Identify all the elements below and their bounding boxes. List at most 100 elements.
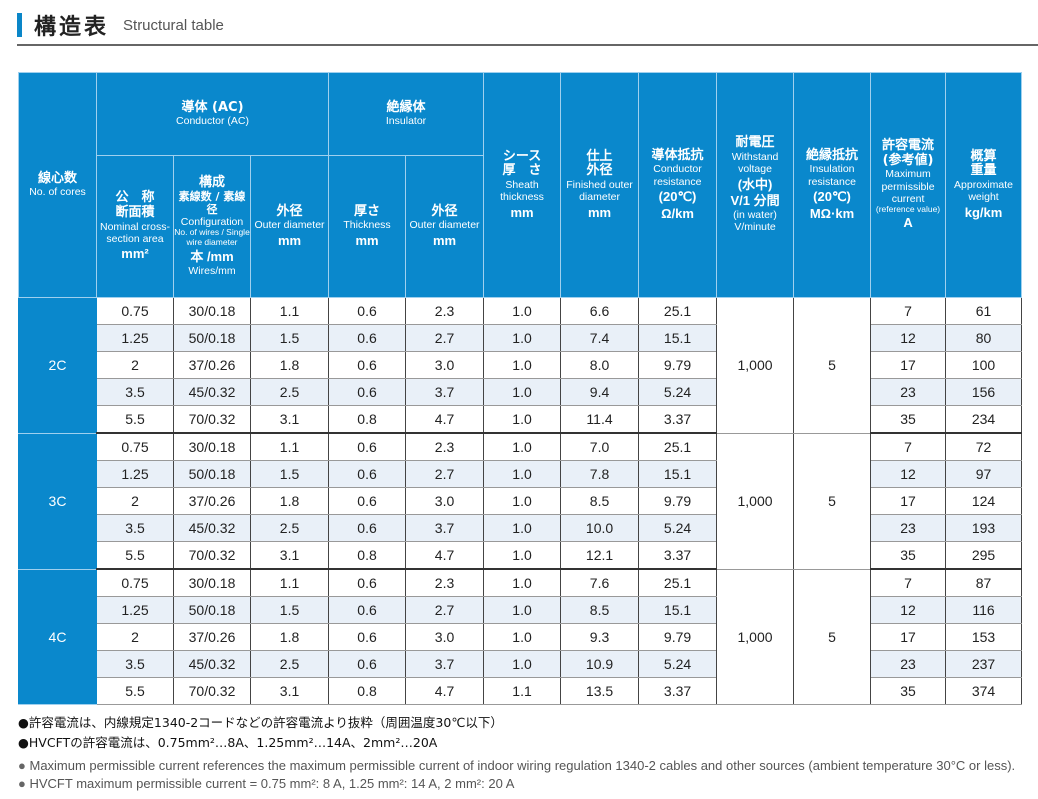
permissible-current-cell: 35 [870,541,947,570]
table-row: 2 37/0.26 1.8 0.6 3.0 1.0 8.0 9.79 17 100 [19,351,1023,379]
nominal-area-cell: 1.25 [96,460,174,488]
finished-od-cell: 7.0 [560,433,640,461]
table-row: 2 37/0.26 1.8 0.6 3.0 1.0 9.3 9.79 17 153 [19,623,1023,651]
permissible-current-cell: 23 [870,514,947,542]
conductor-od-cell: 1.8 [249,351,330,379]
conductor-resistance-cell: 9.79 [638,351,718,379]
insulator-od-cell: 4.7 [405,405,485,434]
weight-cell: 124 [945,487,1023,515]
title-accent-bar [17,13,22,37]
finished-od-cell: 6.6 [560,297,640,325]
insulator-od-cell: 2.3 [405,297,485,325]
insulator-thickness-cell: 0.6 [328,460,407,488]
nominal-area-cell: 0.75 [96,433,174,461]
withstand-voltage-cell: 1,000 [716,433,795,570]
withstand-voltage-cell: 1,000 [716,297,795,434]
weight-cell: 237 [945,650,1023,678]
conductor-resistance-cell: 3.37 [638,677,718,705]
table-row: 1.25 50/0.18 1.5 0.6 2.7 1.0 7.8 15.1 12 97 [19,460,1023,488]
finished-od-cell: 9.3 [560,623,640,651]
insulator-od-cell: 4.7 [405,541,485,570]
sheath-thickness-cell: 1.1 [483,677,562,705]
header-nominal-area: 公 称断面積 Nominal cross-section area mm² [96,155,174,298]
permissible-current-cell: 23 [870,378,947,406]
conductor-od-cell: 1.8 [249,487,330,515]
sheath-thickness-cell: 1.0 [483,569,562,597]
conductor-resistance-cell: 25.1 [638,569,718,597]
permissible-current-cell: 12 [870,460,947,488]
insulator-thickness-cell: 0.6 [328,650,407,678]
configuration-cell: 37/0.26 [173,351,251,379]
sheath-thickness-cell: 1.0 [483,324,562,352]
configuration-cell: 50/0.18 [173,460,251,488]
header-insulator: 絶縁体 Insulator [328,72,485,156]
withstand-voltage-cell: 1,000 [716,569,795,705]
weight-cell: 234 [945,405,1023,434]
finished-od-cell: 12.1 [560,541,640,570]
conductor-od-cell: 2.5 [249,514,330,542]
conductor-od-cell: 2.5 [249,650,330,678]
insulator-thickness-cell: 0.6 [328,514,407,542]
insulator-thickness-cell: 0.6 [328,433,407,461]
insulator-od-cell: 2.7 [405,460,485,488]
sheath-thickness-cell: 1.0 [483,514,562,542]
weight-cell: 156 [945,378,1023,406]
core-count-cell: 3C [18,432,97,570]
conductor-od-cell: 1.8 [249,623,330,651]
finished-od-cell: 10.0 [560,514,640,542]
header-finished-od: 仕上 外径 Finished outer diameter mm [560,72,640,298]
finished-od-cell: 7.8 [560,460,640,488]
sheath-thickness-cell: 1.0 [483,405,562,434]
insulator-od-cell: 2.7 [405,324,485,352]
conductor-resistance-cell: 25.1 [638,433,718,461]
permissible-current-cell: 35 [870,405,947,434]
finished-od-cell: 8.5 [560,487,640,515]
configuration-cell: 30/0.18 [173,569,251,597]
nominal-area-cell: 3.5 [96,650,174,678]
header-weight: 概算 重量 Approximate weight kg/km [945,72,1023,298]
conductor-od-cell: 1.1 [249,297,330,325]
nominal-area-cell: 3.5 [96,378,174,406]
insulator-thickness-cell: 0.6 [328,623,407,651]
nominal-area-cell: 3.5 [96,514,174,542]
insulator-thickness-cell: 0.6 [328,487,407,515]
table-row: 1.25 50/0.18 1.5 0.6 2.7 1.0 8.5 15.1 12 116 [19,596,1023,624]
header-conductor-resistance: 導体抵抗 Conductor resistance (20℃) Ω/km [638,72,718,298]
insulator-od-cell: 3.7 [405,650,485,678]
sheath-thickness-cell: 1.0 [483,460,562,488]
sheath-thickness-cell: 1.0 [483,433,562,461]
header-configuration: 構成 素線数 / 素線径 Configuration No. of wires / S… [173,155,251,298]
permissible-current-cell: 12 [870,324,947,352]
conductor-resistance-cell: 9.79 [638,623,718,651]
structural-table: 線心数 No. of cores 導体 (AC) Conductor (AC) 絶縁… [18,72,1023,705]
configuration-cell: 50/0.18 [173,324,251,352]
conductor-resistance-cell: 15.1 [638,596,718,624]
permissible-current-cell: 17 [870,351,947,379]
sheath-thickness-cell: 1.0 [483,351,562,379]
nominal-area-cell: 1.25 [96,324,174,352]
nominal-area-cell: 5.5 [96,405,174,434]
conductor-od-cell: 1.5 [249,596,330,624]
configuration-cell: 45/0.32 [173,650,251,678]
permissible-current-cell: 12 [870,596,947,624]
insulator-od-cell: 3.7 [405,378,485,406]
conductor-resistance-cell: 15.1 [638,324,718,352]
configuration-cell: 30/0.18 [173,297,251,325]
finished-od-cell: 10.9 [560,650,640,678]
conductor-od-cell: 1.5 [249,324,330,352]
permissible-current-cell: 7 [870,569,947,597]
weight-cell: 61 [945,297,1023,325]
conductor-od-cell: 1.5 [249,460,330,488]
permissible-current-cell: 23 [870,650,947,678]
nominal-area-cell: 0.75 [96,569,174,597]
weight-cell: 374 [945,677,1023,705]
title-divider [17,44,1038,46]
permissible-current-cell: 7 [870,433,947,461]
nominal-area-cell: 1.25 [96,596,174,624]
finished-od-cell: 7.4 [560,324,640,352]
conductor-resistance-cell: 5.24 [638,514,718,542]
finished-od-cell: 9.4 [560,378,640,406]
weight-cell: 72 [945,433,1023,461]
nominal-area-cell: 2 [96,623,174,651]
conductor-od-cell: 1.1 [249,569,330,597]
